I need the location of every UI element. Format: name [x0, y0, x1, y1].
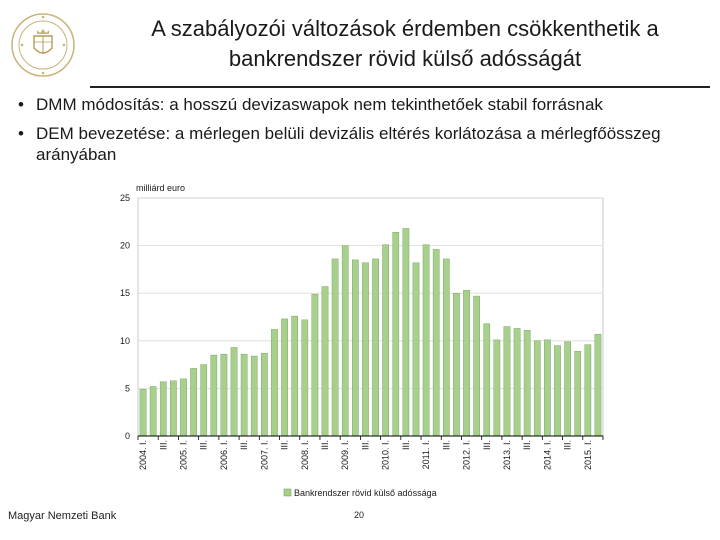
- bar-2007-q2: [271, 329, 278, 437]
- bar-2006-q1: [220, 353, 228, 437]
- bullet-item: • DEM bevezetése: a mérlegen belüli devi…: [18, 123, 698, 165]
- bar-2005-q4: [210, 354, 218, 437]
- bar-2006-q3: [240, 353, 248, 437]
- x-tick-label: III.: [239, 440, 249, 450]
- bar-2008-q3: [321, 286, 329, 437]
- bar-2015-q2: [594, 333, 602, 437]
- bullet-item: • DMM módosítás: a hosszú devizaswapok n…: [18, 94, 698, 115]
- bar-2014-q2: [554, 345, 561, 437]
- bar-2008-q4: [331, 258, 339, 437]
- x-tick-label: 2007. I.: [259, 440, 269, 470]
- bar-2011-q3: [442, 258, 450, 437]
- x-tick-label: III.: [199, 440, 209, 450]
- x-tick-label: III.: [158, 440, 168, 450]
- bar-2008-q2: [311, 293, 319, 437]
- bar-2010-q4: [412, 262, 420, 437]
- x-tick-label: III.: [360, 440, 370, 450]
- x-tick-label: 2012. I.: [462, 440, 472, 470]
- x-tick-label: 2006. I.: [219, 440, 229, 470]
- x-tick-label: 2013. I.: [502, 440, 512, 470]
- legend-label: Bankrendszer rövid külső adóssága: [294, 488, 437, 498]
- page-number: 20: [354, 510, 365, 520]
- bar-2006-q4: [250, 355, 258, 437]
- bar-2004-q4: [170, 380, 177, 437]
- y-tick-label: 10: [120, 336, 130, 346]
- x-tick-label: III.: [441, 440, 451, 450]
- bullet-dot-icon: •: [18, 95, 24, 114]
- legend-swatch: [283, 488, 292, 497]
- bar-2013-q1: [503, 326, 511, 437]
- bar-2014-q1: [544, 339, 551, 437]
- bar-2007-q3: [281, 318, 288, 437]
- bar-2012-q2: [473, 295, 480, 437]
- mnb-logo-seal: [10, 12, 76, 78]
- x-tick-label: III.: [482, 440, 492, 450]
- plot-area: [137, 197, 604, 437]
- x-tick-label: 2005. I.: [178, 440, 188, 470]
- x-tick-label: III.: [563, 440, 573, 450]
- bar-2006-q2: [230, 347, 238, 437]
- x-tick-label: 2015. I.: [583, 440, 593, 470]
- x-tick-label: 2014. I.: [542, 440, 552, 470]
- bar-2010-q1: [382, 244, 389, 437]
- bar-2012-q4: [493, 339, 501, 437]
- y-tick-label: 5: [125, 383, 130, 393]
- bar-2004-q1: [139, 389, 147, 437]
- slide-title-line-1: A szabályozói változások érdemben csökke…: [151, 16, 659, 41]
- bar-2007-q4: [291, 315, 299, 437]
- bar-2014-q3: [564, 341, 571, 437]
- bar-2012-q3: [483, 323, 491, 437]
- y-axis-unit-label: milliárd euro: [136, 183, 185, 193]
- slide-title: A szabályozói változások érdemben csökke…: [100, 14, 710, 74]
- bar-2005-q2: [190, 368, 197, 437]
- bar-2005-q3: [200, 364, 208, 437]
- bullet-text: DMM módosítás: a hosszú devizaswapok nem…: [36, 95, 603, 114]
- slide-title-line-2: bankrendszer rövid külső adósságát: [228, 46, 582, 71]
- bar-2011-q2: [432, 249, 440, 437]
- bar-2013-q2: [513, 328, 521, 437]
- x-tick-label: III.: [401, 440, 411, 450]
- bar-2009-q1: [341, 245, 349, 437]
- y-tick-label: 15: [120, 288, 130, 298]
- bar-2010-q3: [402, 228, 410, 437]
- bar-2009-q3: [362, 262, 369, 437]
- bar-2011-q1: [422, 244, 430, 437]
- y-tick-label: 25: [120, 193, 130, 203]
- bar-2007-q1: [261, 352, 268, 437]
- bar-2004-q2: [149, 386, 157, 437]
- x-tick-label: 2008. I.: [300, 440, 310, 470]
- bar-2009-q2: [352, 259, 359, 437]
- bar-2015-q1: [584, 344, 592, 437]
- bullet-list: • DMM módosítás: a hosszú devizaswapok n…: [18, 94, 698, 173]
- x-tick-label: 2011. I.: [421, 440, 431, 469]
- x-tick-label: 2004. I.: [138, 440, 148, 470]
- y-tick-label: 0: [125, 431, 130, 441]
- x-tick-label: III.: [280, 440, 290, 450]
- chart-legend: Bankrendszer rövid külső adóssága: [283, 488, 437, 498]
- debt-bar-chart: 0 5 10 15 20 25 2004. I. III. 2005. I. III. 2006. …: [108, 178, 608, 504]
- bar-2011-q4: [453, 292, 460, 437]
- footer-organization: Magyar Nemzeti Bank: [8, 510, 117, 522]
- bullet-dot-icon: •: [18, 124, 24, 143]
- y-tick-label: 20: [120, 241, 130, 251]
- title-divider: [90, 86, 710, 88]
- x-tick-label: 2009. I.: [340, 440, 350, 470]
- x-tick-label: 2010. I.: [381, 440, 391, 470]
- bar-2013-q3: [523, 330, 531, 437]
- bar-2004-q3: [159, 381, 167, 437]
- bullet-text: DEM bevezetése: a mérlegen belüli devizá…: [36, 124, 661, 164]
- bar-2013-q4: [533, 340, 541, 437]
- bar-2005-q1: [180, 378, 187, 437]
- x-tick-label: III.: [320, 440, 330, 450]
- bar-2012-q1: [463, 290, 470, 437]
- bar-2009-q4: [372, 258, 379, 437]
- bar-2010-q2: [392, 232, 400, 437]
- x-tick-label: III.: [522, 440, 532, 450]
- bar-2014-q4: [574, 351, 582, 437]
- bar-2008-q1: [301, 319, 309, 437]
